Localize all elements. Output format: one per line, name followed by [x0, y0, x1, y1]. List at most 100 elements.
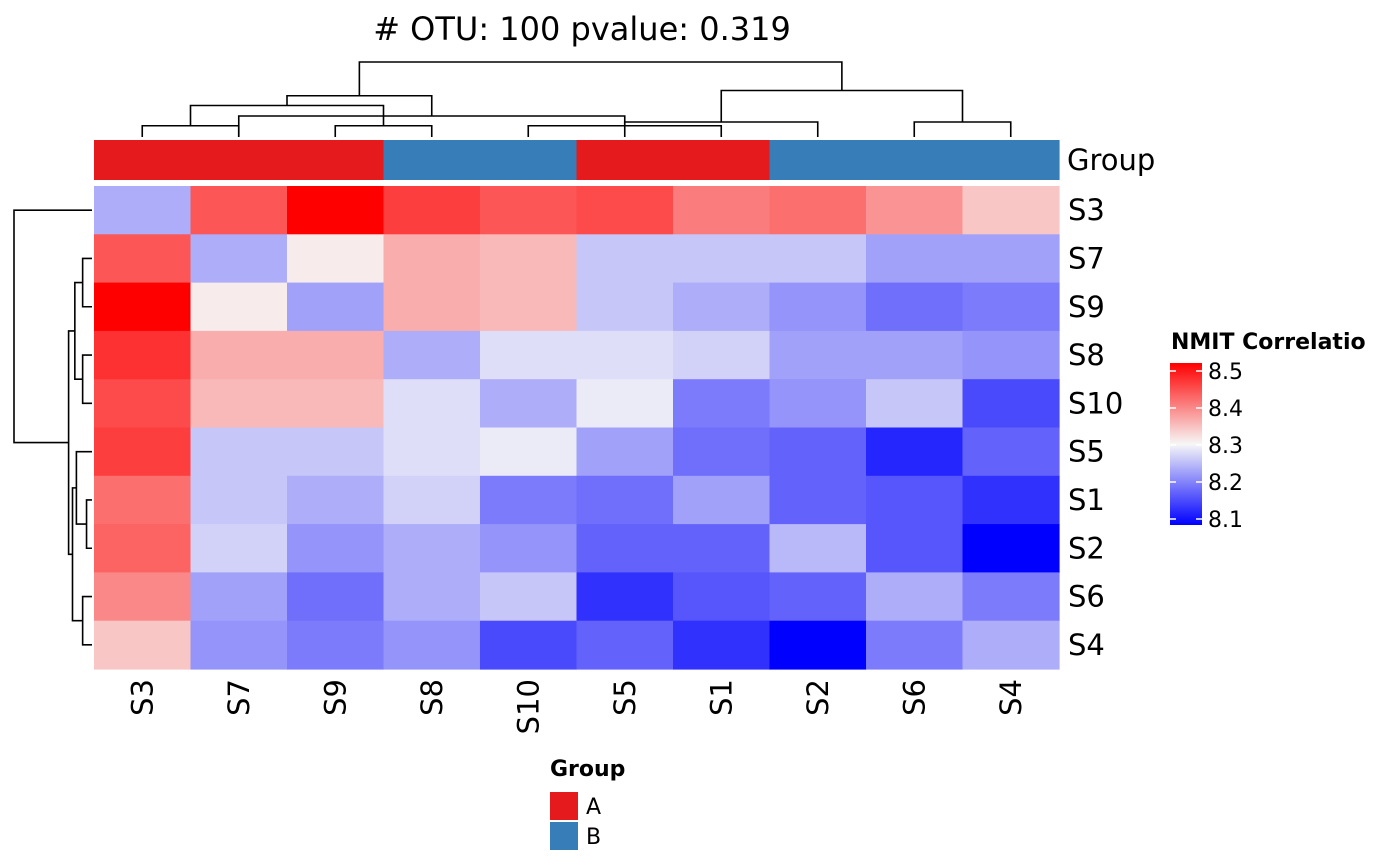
group-legend-title: Group [550, 757, 625, 782]
heatmap-cell [769, 282, 867, 332]
column-label: S2 [801, 679, 835, 716]
heatmap-cell [962, 379, 1060, 429]
heatmap-cell [576, 620, 674, 670]
heatmap-cell [576, 234, 674, 284]
dendrogram-branch [81, 257, 92, 308]
heatmap-cell [866, 330, 964, 380]
heatmap-cell [673, 330, 771, 380]
heatmap-cell [383, 186, 481, 235]
heatmap-cell [190, 379, 288, 429]
heatmap-cell [480, 475, 578, 525]
annotation-cell [190, 140, 288, 180]
heatmap-cell [94, 427, 192, 477]
annotation-cell [962, 140, 1060, 180]
dendrogram-branch [81, 595, 92, 646]
heatmap-cell [866, 186, 964, 235]
heatmap-cell [94, 379, 192, 429]
heatmap-cell [769, 475, 867, 525]
heatmap-cell [190, 282, 288, 332]
heatmap-cell [190, 524, 288, 573]
color-legend-tick-label: 8.2 [1208, 471, 1243, 496]
heatmap-cell [287, 186, 385, 235]
dendrogram-branch [81, 354, 92, 405]
heatmap-cell [383, 379, 481, 429]
row-label: S2 [1068, 531, 1105, 565]
heatmap-cell [962, 330, 1060, 380]
column-label: S6 [897, 679, 931, 716]
heatmap-cell [673, 475, 771, 525]
row-label: S8 [1068, 338, 1105, 372]
heatmap-cell [383, 524, 481, 573]
heatmap-cell [480, 186, 578, 235]
heatmap-cell [480, 282, 578, 332]
heatmap-cell [190, 427, 288, 477]
heatmap-cell [94, 620, 192, 670]
column-label: S9 [318, 679, 352, 716]
heatmap-cell [962, 427, 1060, 477]
color-legend-tick-label: 8.5 [1208, 360, 1243, 385]
heatmap-cell [769, 524, 867, 573]
heatmap-cell [287, 427, 385, 477]
heatmap-cell [94, 330, 192, 380]
heatmap-cell [866, 620, 964, 670]
heatmap-cell [383, 620, 481, 670]
heatmap-cell [287, 475, 385, 525]
heatmap-cell [576, 572, 674, 622]
row-label: S5 [1068, 435, 1105, 469]
heatmap-cell [190, 620, 288, 670]
dendrogram-branch [85, 499, 92, 550]
heatmap-cell [769, 186, 867, 235]
annotation-label: Group [1067, 143, 1155, 177]
heatmap-cell [962, 282, 1060, 332]
color-legend-ticks: 8.1 8.2 8.3 8.4 8.5 [1170, 360, 1243, 533]
heatmap-cell [769, 379, 867, 429]
color-legend: NMIT Correlatio 8.1 8.2 8.3 8.4 8.5 [1170, 330, 1366, 533]
heatmap-cell [576, 282, 674, 332]
heatmap-cell [866, 282, 964, 332]
row-label: S9 [1068, 290, 1105, 324]
heatmap-cell [673, 572, 771, 622]
heatmap-cell [962, 186, 1060, 235]
heatmap-cell [287, 330, 385, 380]
annotation-cell [673, 140, 771, 180]
heatmap-cell [769, 427, 867, 477]
heatmap-cell [287, 620, 385, 670]
dendrogram-branch [71, 487, 83, 622]
heatmap-cell [769, 330, 867, 380]
column-label: S7 [222, 679, 256, 716]
heatmap-cell [480, 572, 578, 622]
heatmap-cell [383, 427, 481, 477]
heatmap-cell [190, 234, 288, 284]
column-label: S10 [511, 679, 545, 734]
heatmap-cell [576, 186, 674, 235]
dendrogram-branch [913, 121, 1012, 137]
annotation-cell [866, 140, 964, 180]
heatmap-cell [866, 475, 964, 525]
column-label: S8 [415, 679, 449, 716]
heatmap-cell [190, 186, 288, 235]
group-legend-entries: AB [550, 792, 601, 850]
column-label: S5 [608, 679, 642, 716]
heatmap-cell [769, 572, 867, 622]
chart-title: # OTU: 100 pvalue: 0.319 [373, 10, 791, 48]
annotation-cell [383, 140, 481, 180]
row-label: S6 [1068, 580, 1105, 614]
heatmap-cell [94, 524, 192, 573]
group-legend-swatch [550, 822, 578, 850]
group-legend-swatch [550, 792, 578, 820]
heatmap-cell [866, 427, 964, 477]
dendrogram-branch [13, 209, 92, 444]
heatmap-cell [866, 572, 964, 622]
heatmap-cell [866, 524, 964, 573]
annotation-cell [769, 140, 867, 180]
heatmap-cell [673, 234, 771, 284]
heatmap-cell [287, 572, 385, 622]
column-labels: S3 S7 S9 S8 S10 S5 S1 S2 S6 S4 [125, 679, 1028, 734]
heatmap-cell [287, 234, 385, 284]
row-dendrogram [13, 209, 92, 646]
heatmap-cell [962, 620, 1060, 670]
heatmap-cell [769, 620, 867, 670]
heatmap-cell [480, 524, 578, 573]
heatmap-cell [866, 379, 964, 429]
heatmap-cell [383, 572, 481, 622]
